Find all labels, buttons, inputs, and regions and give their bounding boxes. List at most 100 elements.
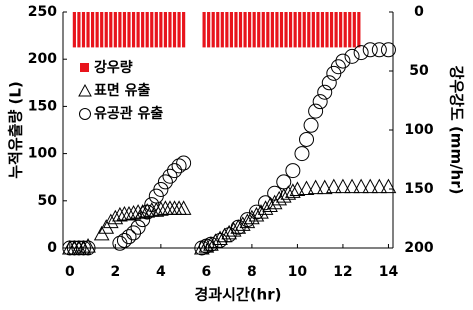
triangle-marker bbox=[125, 205, 142, 220]
rain-bar bbox=[339, 12, 343, 48]
triangle-marker bbox=[171, 200, 187, 215]
legend-swatch bbox=[78, 83, 92, 97]
y2-axis-label: 강우강도 (mm/hr) bbox=[448, 66, 466, 195]
rain-bar bbox=[86, 12, 90, 48]
rain-bar bbox=[325, 12, 329, 48]
circle-marker bbox=[130, 219, 146, 235]
triangle-marker bbox=[112, 206, 128, 222]
rain-bar bbox=[252, 12, 256, 48]
legend-swatch bbox=[79, 108, 91, 120]
y-tick-label: 0 bbox=[47, 240, 57, 256]
rain-bar bbox=[266, 12, 270, 48]
rain-bar bbox=[257, 12, 261, 48]
x-tick-label: 14 bbox=[379, 264, 399, 280]
circle-marker bbox=[248, 204, 264, 220]
rain-bar bbox=[238, 12, 243, 48]
y-axis-label: 누적유출량 (L) bbox=[7, 81, 25, 179]
triangle-marker bbox=[316, 179, 333, 195]
triangle-marker bbox=[207, 233, 224, 248]
rain-bar bbox=[357, 12, 361, 48]
rain-bar bbox=[136, 12, 140, 48]
triangle-marker bbox=[289, 181, 306, 196]
triangle-marker bbox=[271, 190, 288, 206]
rain-bar bbox=[154, 12, 158, 48]
x-tick-label: 6 bbox=[202, 264, 212, 280]
circle-marker bbox=[121, 229, 137, 245]
triangle-marker bbox=[139, 203, 156, 218]
circle-marker bbox=[71, 240, 87, 256]
rain-bar bbox=[141, 12, 145, 48]
circle-marker bbox=[303, 117, 319, 133]
y2-tick-label: 200 bbox=[404, 240, 433, 256]
x-tick-label: 10 bbox=[288, 264, 308, 280]
rain-bar bbox=[131, 12, 136, 48]
triangle-marker bbox=[162, 200, 178, 215]
rain-bar bbox=[72, 12, 76, 48]
circle-marker bbox=[239, 212, 255, 228]
rain-bar bbox=[145, 12, 149, 48]
rain-bar bbox=[95, 12, 99, 48]
circle-marker bbox=[267, 185, 283, 201]
triangle-marker bbox=[221, 224, 237, 240]
x-tick-label: 12 bbox=[333, 264, 352, 280]
triangle-marker bbox=[225, 222, 242, 237]
circle-marker bbox=[362, 42, 378, 58]
circle-marker bbox=[144, 197, 160, 213]
rain-bar bbox=[279, 12, 284, 48]
circle-marker bbox=[139, 204, 155, 220]
y-tick-label: 150 bbox=[28, 98, 57, 114]
rain-bar bbox=[177, 12, 181, 48]
circle-marker bbox=[80, 240, 96, 256]
triangle-marker bbox=[380, 178, 397, 194]
triangle-marker bbox=[216, 227, 233, 243]
rain-bar bbox=[127, 12, 131, 48]
triangle-marker bbox=[75, 239, 92, 255]
circle-marker bbox=[153, 181, 169, 197]
rain-bar bbox=[334, 12, 338, 48]
rain-bar bbox=[284, 12, 288, 48]
legend-swatch bbox=[80, 63, 89, 72]
rain-bar bbox=[243, 12, 247, 48]
y-tick-label: 50 bbox=[38, 193, 58, 209]
circle-marker bbox=[203, 236, 219, 252]
rain-bar bbox=[182, 12, 186, 48]
triangle-marker bbox=[121, 205, 137, 221]
rain-bar bbox=[288, 12, 293, 48]
circle-marker bbox=[126, 225, 142, 241]
triangle-marker bbox=[166, 200, 183, 215]
circle-marker bbox=[285, 163, 301, 179]
rain-bar bbox=[348, 12, 352, 48]
circle-marker bbox=[157, 174, 173, 190]
rain-bar bbox=[220, 12, 224, 48]
circle-marker bbox=[276, 174, 292, 190]
y-tick-label: 200 bbox=[28, 51, 57, 67]
x-tick-label: 0 bbox=[65, 264, 75, 280]
y2-tick-label: 150 bbox=[404, 181, 433, 197]
x-tick-label: 2 bbox=[110, 264, 120, 280]
rain-bar bbox=[311, 12, 315, 48]
rain-bar bbox=[329, 12, 334, 48]
rain-bar bbox=[109, 12, 113, 48]
rain-bar bbox=[298, 12, 302, 48]
rain-bar bbox=[118, 12, 122, 48]
rain-bar bbox=[77, 12, 81, 48]
circle-marker bbox=[344, 48, 360, 64]
circle-marker bbox=[299, 131, 315, 147]
triangle-marker bbox=[148, 202, 165, 217]
rain-bar bbox=[122, 12, 127, 48]
circle-marker bbox=[230, 219, 246, 235]
circle-marker bbox=[321, 75, 337, 91]
triangle-marker bbox=[212, 230, 228, 246]
y2-tick-label: 100 bbox=[404, 122, 433, 138]
circle-marker bbox=[167, 163, 183, 179]
rain-bar bbox=[150, 12, 154, 48]
triangle-marker bbox=[307, 179, 324, 195]
rain-bar bbox=[270, 12, 274, 48]
rain-bar bbox=[202, 12, 206, 48]
rain-bar bbox=[168, 12, 172, 48]
rain-bar bbox=[320, 12, 325, 48]
rain-bar bbox=[172, 12, 177, 48]
circle-marker bbox=[380, 42, 396, 58]
circle-marker bbox=[75, 240, 91, 256]
